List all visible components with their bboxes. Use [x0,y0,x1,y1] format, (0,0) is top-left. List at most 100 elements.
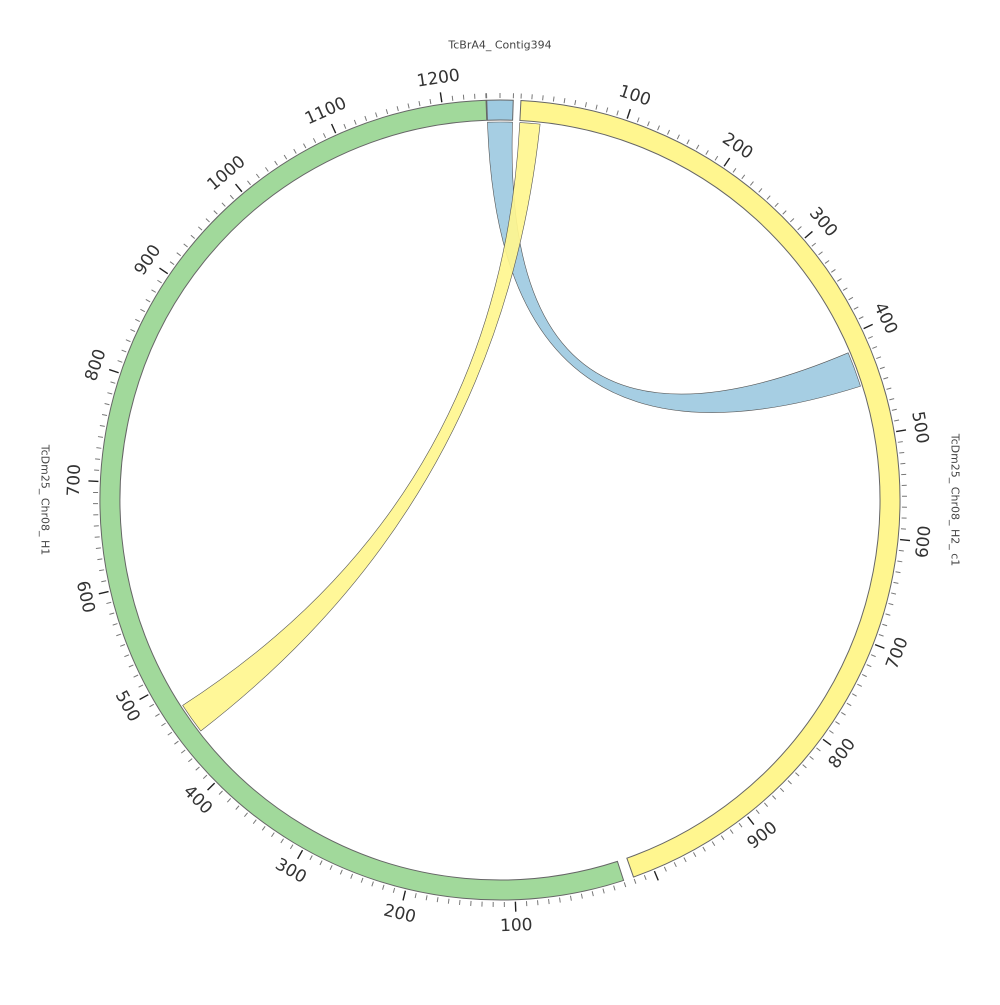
minor-tick [100,425,105,426]
minor-tick [888,603,893,604]
minor-tick [759,188,762,192]
minor-tick [876,357,881,359]
minor-tick [191,235,195,238]
minor-tick [140,309,144,311]
tick-label: 600 [912,525,935,559]
minor-tick [854,307,858,309]
minor-tick [570,896,571,901]
minor-tick [742,175,745,179]
tick-label: 1000 [204,152,250,195]
minor-tick [351,874,353,879]
minor-tick [247,181,250,185]
minor-tick [831,269,835,272]
minor-tick [862,674,867,676]
minor-tick [181,750,185,753]
minor-tick [867,665,872,667]
minor-tick [105,404,110,405]
segment-tcdm25-chr08-h1 [100,100,624,900]
minor-tick [330,865,332,870]
minor-tick [882,624,887,626]
minor-tick [891,593,896,594]
minor-tick [819,252,823,255]
minor-tick [96,548,101,549]
minor-tick [107,393,112,394]
tick-label: 400 [869,299,901,337]
minor-tick [810,756,814,759]
minor-tick [323,133,325,138]
minor-tick [188,759,192,762]
minor-tick [281,839,284,843]
minor-tick [764,803,767,807]
minor-tick [825,261,829,264]
minor-tick [168,732,172,735]
minor-tick [135,319,139,321]
minor-tick [829,730,833,733]
minor-tick [872,347,877,349]
minor-tick [637,118,639,123]
minor-tick [313,138,315,142]
minor-tick [99,570,104,571]
minor-tick [788,781,792,784]
minor-tick [344,124,346,129]
minor-tick [372,882,374,887]
segment-name-tcdm25-chr08-h2-c1: TcDm25_ Chr08_ H2_ c1 [949,433,962,567]
minor-tick [857,684,861,686]
minor-tick [184,244,188,247]
minor-tick [244,813,247,817]
minor-tick [290,845,293,849]
minor-tick [592,891,593,896]
minor-tick [733,168,736,172]
minor-tick [303,144,305,148]
major-tick [748,817,754,825]
tick-label: 300 [272,854,310,887]
minor-tick [606,108,607,113]
minor-tick [644,875,646,880]
minor-tick [265,167,268,171]
minor-tick [130,329,135,331]
minor-tick [120,644,125,646]
minor-tick [756,810,759,814]
minor-tick [256,174,259,178]
minor-tick [849,297,853,299]
major-tick [875,645,884,649]
tick-label: 300 [805,204,841,242]
minor-tick [393,888,394,893]
major-tick [236,184,242,192]
minor-tick [448,899,449,904]
minor-tick [437,897,438,902]
minor-tick [98,437,103,438]
minor-tick [426,895,427,900]
minor-tick [843,288,847,291]
minor-tick [837,279,841,282]
tick-label: 1200 [415,65,461,91]
minor-tick [886,614,891,615]
minor-tick [897,561,902,562]
minor-tick [871,655,876,657]
minor-tick [664,867,666,872]
minor-tick [203,775,207,778]
minor-tick [415,893,416,898]
minor-tick [880,367,885,369]
minor-tick [899,550,904,551]
tick-label: 100 [500,915,533,936]
major-tick [440,92,441,102]
minor-tick [111,382,116,383]
minor-tick [126,340,131,342]
tick-label: 100 [616,81,653,110]
minor-tick [97,559,102,560]
minor-tick [198,227,202,230]
minor-tick [835,722,839,725]
minor-tick [397,106,398,111]
minor-tick [386,109,387,114]
major-tick [140,695,149,700]
minor-tick [549,899,550,904]
major-tick [109,370,118,373]
minor-tick [157,280,161,283]
minor-tick [408,104,409,109]
minor-tick [879,634,884,636]
major-tick [864,324,873,328]
minor-tick [684,857,686,861]
minor-tick [174,741,178,744]
minor-tick [730,830,733,834]
minor-tick [674,862,676,867]
